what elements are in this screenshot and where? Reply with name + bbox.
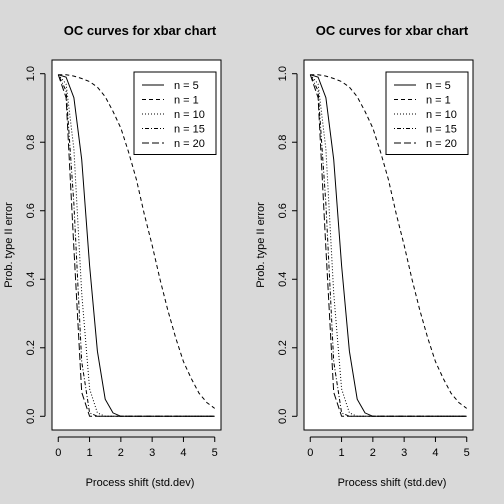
y-tick-label: 0.2 [25,340,37,355]
y-tick-label: 0.0 [25,409,37,424]
legend-label: n = 5 [426,80,451,92]
series-line-n20 [309,74,467,417]
x-axis: 0 1 2 3 4 5 [55,436,218,459]
x-tick-label: 2 [118,447,124,459]
chart-title: OC curves for xbar chart [64,23,217,38]
x-tick-label: 2 [370,447,376,459]
legend-label: n = 20 [174,138,205,150]
y-axis-label: Prob. type II error [255,202,267,288]
x-tick-label: 4 [180,447,186,459]
legend-label: n = 10 [426,109,457,121]
y-tick-label: 1.0 [277,66,289,81]
series-line-n1 [58,74,215,409]
y-tick-label: 0.6 [277,203,289,218]
y-tick-label: 0.4 [25,272,37,287]
x-axis-label: Process shift (std.dev) [338,477,447,489]
chart-panel-2: OC curves for xbar chart Process shift (s… [255,23,474,489]
series-lines [57,74,215,417]
y-tick-label: 1.0 [25,66,37,81]
y-tick-label: 0.6 [25,203,37,218]
x-axis: 0 1 2 3 4 5 [307,436,470,459]
series-line-n15 [309,74,467,417]
legend-label: n = 1 [174,95,199,107]
x-tick-label: 1 [338,447,344,459]
series-lines [309,74,467,417]
y-axis-label: Prob. type II error [3,202,15,288]
series-line-n1 [310,74,467,409]
legend-label: n = 5 [174,80,199,92]
y-tick-label: 0.0 [277,409,289,424]
chart-title: OC curves for xbar chart [316,23,469,38]
x-axis-label: Process shift (std.dev) [86,477,195,489]
legend-label: n = 15 [426,124,457,136]
legend-label: n = 20 [426,138,457,150]
x-tick-label: 1 [86,447,92,459]
legend-box [133,71,217,155]
legend-label: n = 15 [174,124,205,136]
x-tick-label: 5 [212,447,218,459]
y-tick-label: 0.8 [277,135,289,150]
y-tick-label: 0.2 [277,340,289,355]
series-line-n15 [57,74,215,417]
legend: n = 5 n = 1 n = 10 n = 15 n = 20 [385,71,469,155]
x-tick-label: 3 [401,447,407,459]
legend-box [385,71,469,155]
y-axis: 0.0 0.2 0.4 0.6 0.8 1.0 [25,66,46,424]
y-axis: 0.0 0.2 0.4 0.6 0.8 1.0 [277,66,298,424]
y-tick-label: 0.8 [25,135,37,150]
chart-panel-1: OC curves for xbar chart Process shift (s… [3,23,222,489]
legend-label: n = 1 [426,95,451,107]
x-tick-label: 3 [149,447,155,459]
x-tick-label: 0 [307,447,313,459]
x-tick-label: 0 [55,447,61,459]
legend-label: n = 10 [174,109,205,121]
x-tick-label: 5 [464,447,470,459]
y-tick-label: 0.4 [277,272,289,287]
x-tick-label: 4 [432,447,438,459]
legend: n = 5 n = 1 n = 10 n = 15 n = 20 [133,71,217,155]
series-line-n20 [57,74,215,417]
